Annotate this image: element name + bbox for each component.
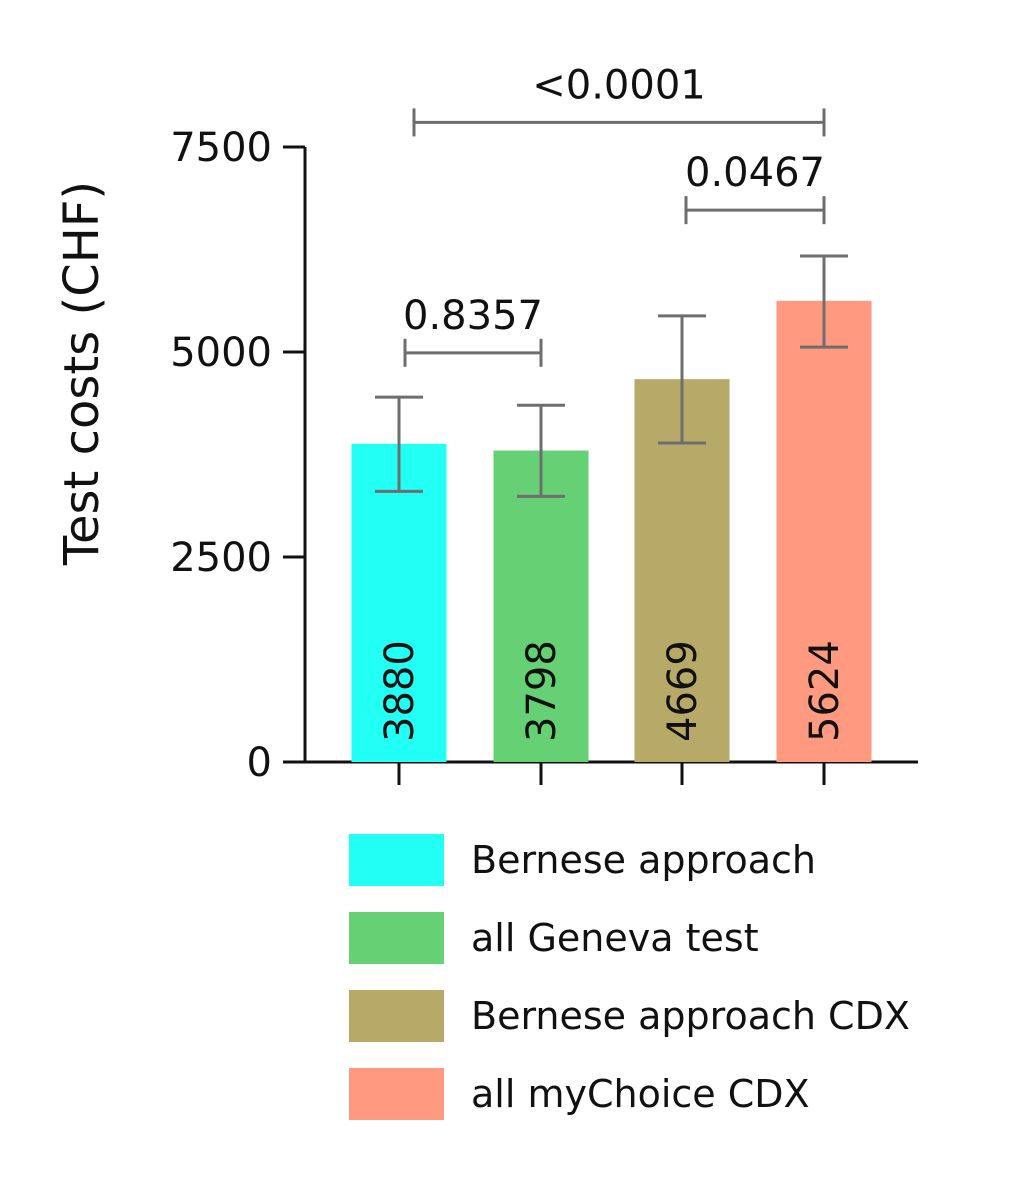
bars [351,300,872,762]
legend-label: all Geneva test [471,916,759,960]
legend-swatch [349,834,444,886]
p-value-label: 0.0467 [685,150,825,196]
y-tick-label: 7500 [170,125,272,171]
value-labels: 3880 3798 4669 5624 [377,640,848,742]
bar-value-label: 5624 [802,640,848,742]
y-tick-label: 5000 [170,330,272,376]
legend-swatch [349,990,444,1042]
bar-value-label: 4669 [660,640,706,742]
p-value-label: 0.8357 [403,293,543,339]
error-bars [375,254,848,498]
significance-brackets: 0.8357 0.0467 <0.0001 [403,62,826,367]
y-tick-label: 2500 [170,535,272,581]
bar [493,450,589,762]
bar [351,443,447,762]
y-tick-label: 0 [247,740,272,786]
y-axis-label: Test costs (CHF) [54,181,110,566]
bar-value-label: 3798 [519,640,565,742]
bar-value-label: 3880 [377,640,423,742]
legend-item-bernese-approach: Bernese approach [349,834,989,886]
legend-item-all-geneva-test: all Geneva test [349,912,989,964]
bar-chart: 0 2500 5000 7500 3880 3798 4669 5624 0.8357 0.0… [54,62,918,786]
legend-swatch [349,912,444,964]
legend-swatch [349,1068,444,1120]
legend-label: all myChoice CDX [471,1072,810,1116]
legend-label: Bernese approach [471,838,816,882]
legend-label: Bernese approach CDX [471,994,910,1038]
legend-item-all-mychoice-cdx: all myChoice CDX [349,1068,989,1120]
bar [776,300,872,762]
p-value-label: <0.0001 [532,62,705,108]
legend-item-bernese-approach-cdx: Bernese approach CDX [349,990,989,1042]
